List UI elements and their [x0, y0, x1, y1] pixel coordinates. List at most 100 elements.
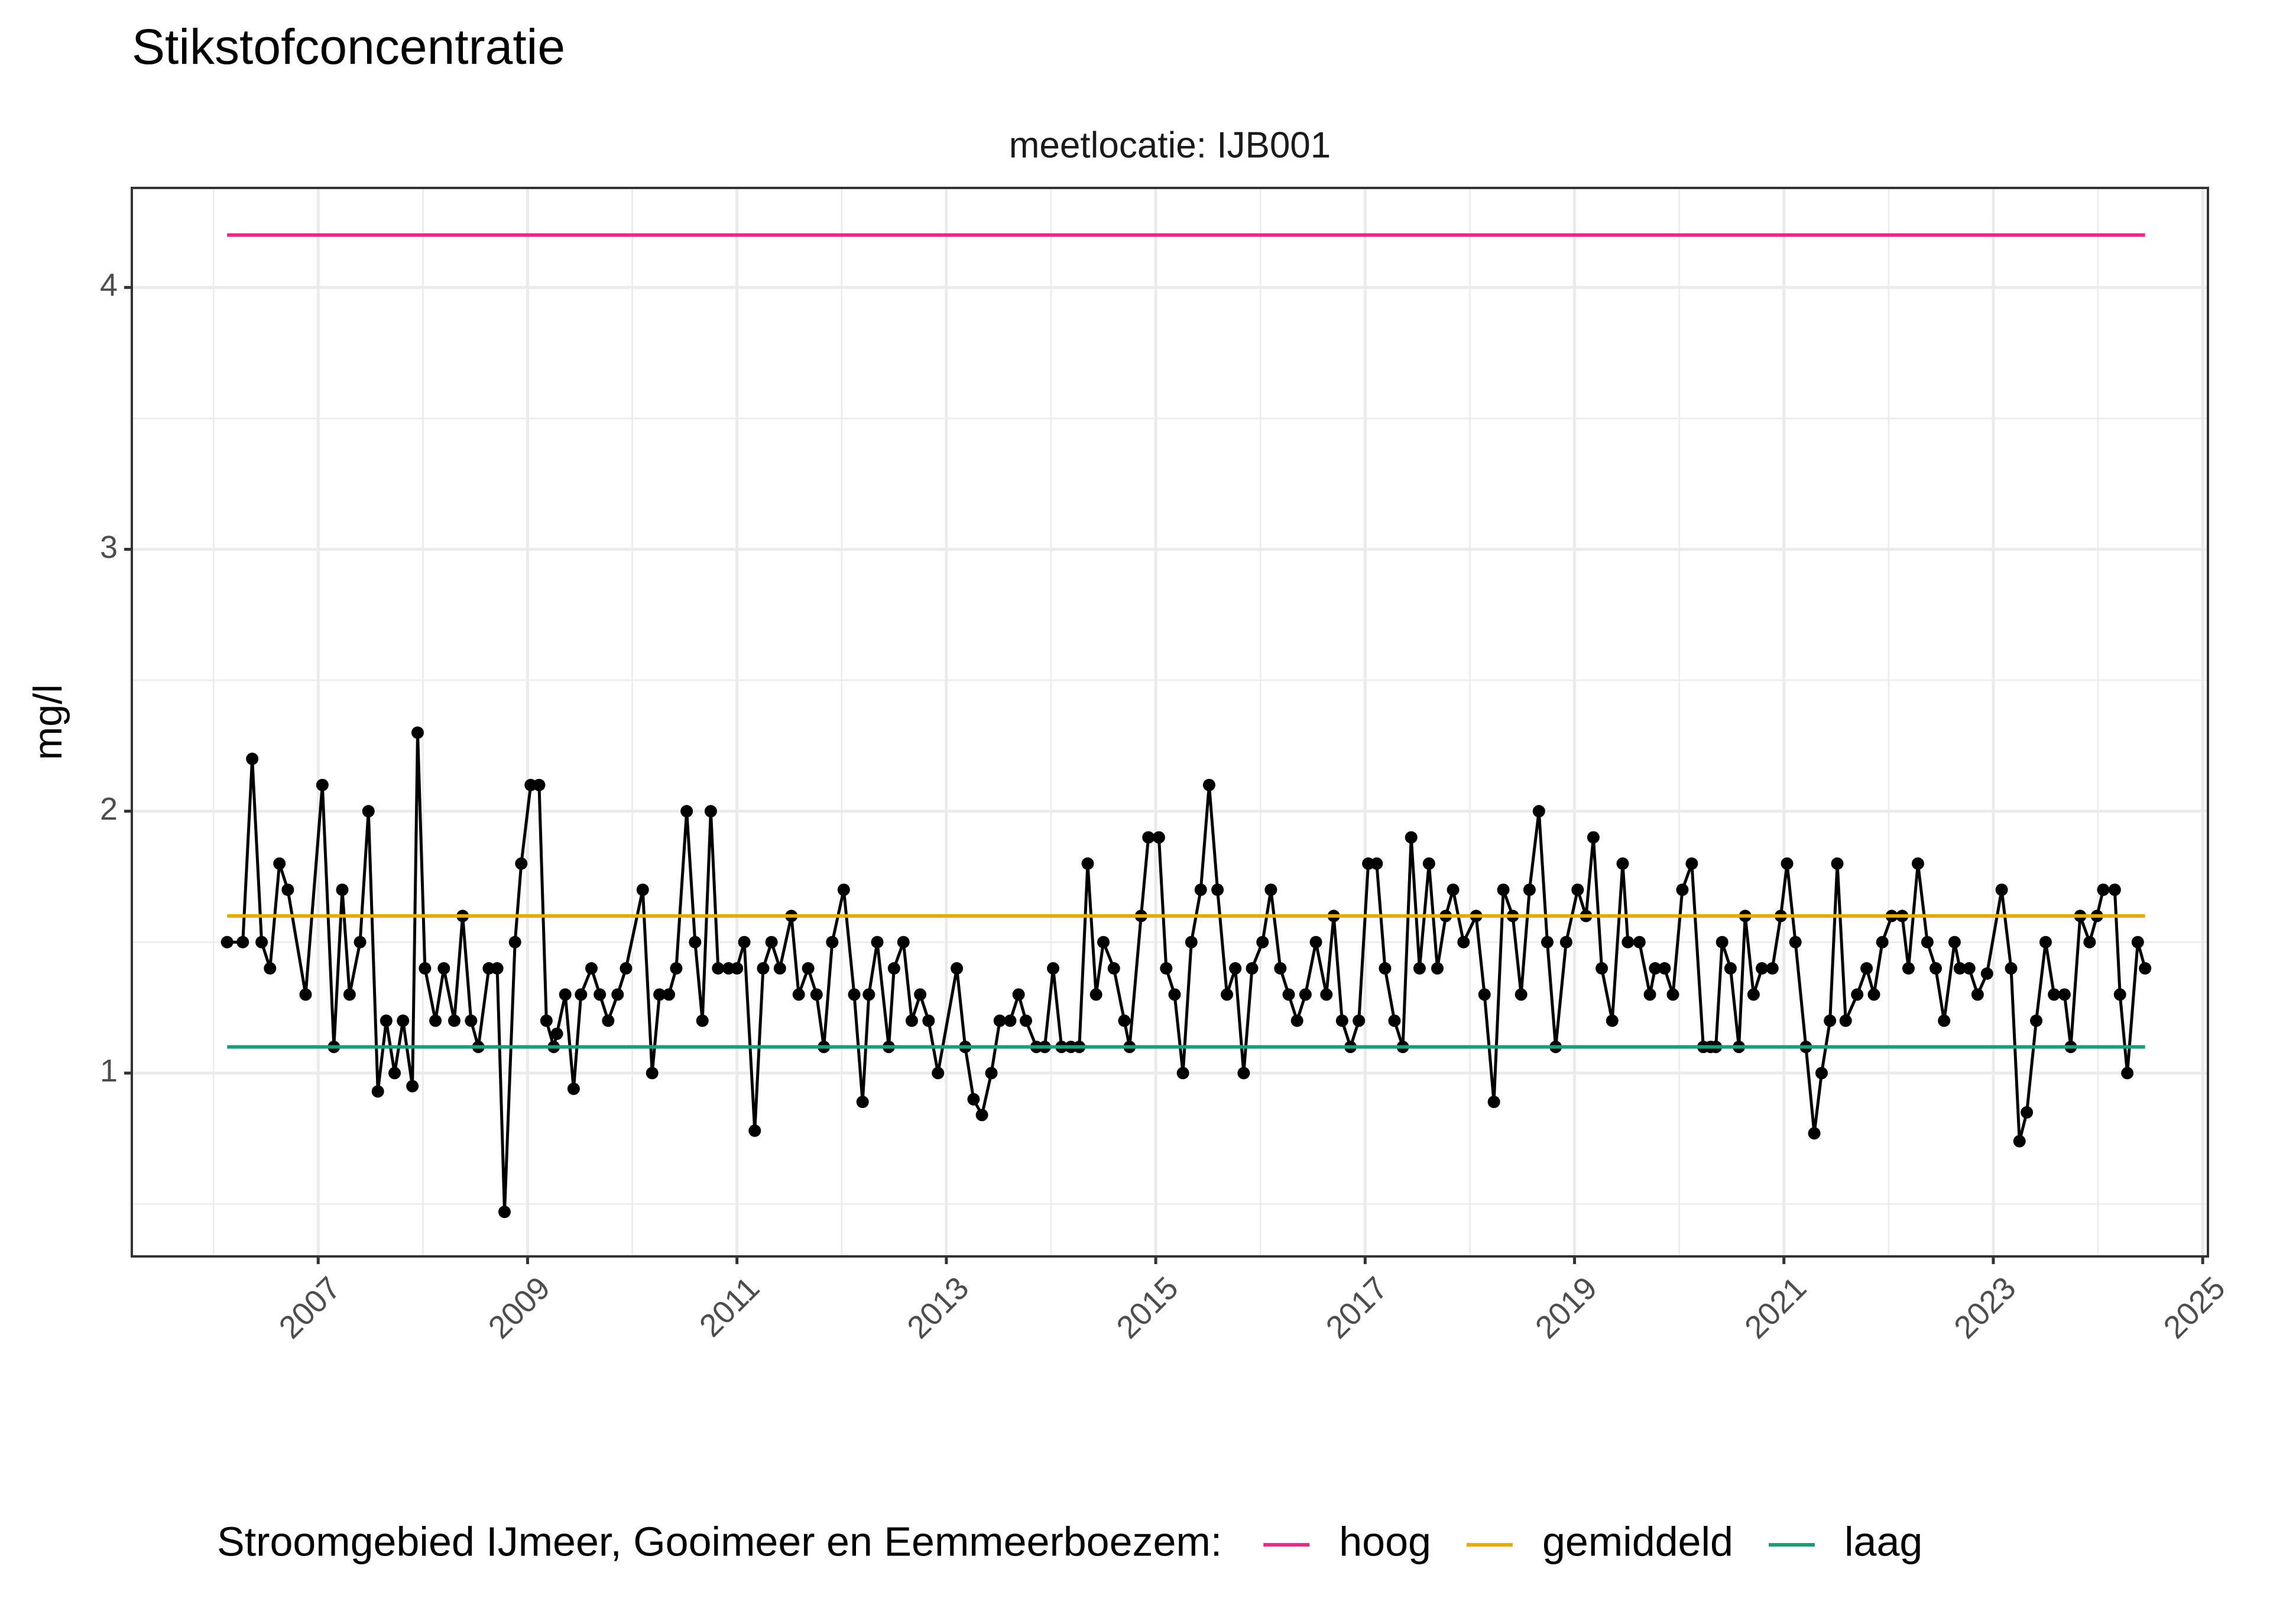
data-point	[2058, 988, 2071, 1001]
data-point	[1633, 936, 1646, 949]
data-point	[862, 988, 875, 1001]
data-point	[1666, 988, 1679, 1001]
data-point	[236, 936, 249, 949]
data-point	[1478, 988, 1491, 1001]
data-point	[491, 962, 504, 975]
data-point	[2083, 936, 2096, 949]
data-point	[1766, 962, 1779, 975]
data-point	[646, 1067, 659, 1080]
data-point	[905, 1014, 918, 1027]
data-point	[1930, 962, 1943, 975]
data-point	[1229, 962, 1242, 975]
data-point	[1194, 884, 1207, 897]
data-point	[1413, 962, 1426, 975]
data-point	[1142, 831, 1155, 844]
data-point	[429, 1014, 442, 1027]
data-point	[246, 752, 259, 765]
data-point	[1012, 988, 1025, 1001]
data-point	[871, 936, 884, 949]
data-point	[1202, 778, 1215, 791]
data-point	[437, 962, 450, 975]
y-tick-label: 3	[100, 530, 118, 565]
y-tick-label: 1	[100, 1053, 118, 1089]
data-point	[757, 962, 770, 975]
data-point	[465, 1014, 478, 1027]
data-point	[411, 726, 424, 739]
data-point	[2131, 936, 2144, 949]
data-point	[1118, 1014, 1131, 1027]
data-point	[585, 962, 598, 975]
data-point	[1756, 962, 1769, 975]
data-point	[316, 778, 329, 791]
data-point	[1747, 988, 1760, 1001]
grid	[132, 188, 2208, 1256]
data-point	[653, 988, 666, 1001]
data-point	[1860, 962, 1873, 975]
data-point	[2108, 884, 2121, 897]
data-point	[1948, 936, 1961, 949]
data-point	[1457, 936, 1470, 949]
data-point	[1808, 1127, 1821, 1140]
legend-title: Stroomgebied IJmeer, Gooimeer en Eemmeer…	[217, 1518, 1222, 1564]
data-point	[1256, 936, 1269, 949]
data-point	[1523, 884, 1536, 897]
data-point	[731, 962, 744, 975]
legend-label: hoog	[1339, 1518, 1431, 1564]
data-point	[680, 805, 693, 818]
data-point	[826, 936, 839, 949]
data-point	[602, 1014, 615, 1027]
y-tick-label: 2	[100, 791, 118, 827]
data-point	[636, 884, 649, 897]
data-point	[281, 884, 294, 897]
data-point	[1282, 988, 1295, 1001]
data-point	[1921, 936, 1934, 949]
data-point	[2013, 1135, 2026, 1148]
data-point	[1447, 884, 1460, 897]
data-point	[914, 988, 927, 1001]
data-point	[1089, 988, 1102, 1001]
data-point	[508, 936, 521, 949]
data-point	[975, 1109, 988, 1122]
data-point	[594, 988, 607, 1001]
data-point	[1264, 884, 1277, 897]
data-point	[1789, 936, 1802, 949]
data-point	[1290, 1014, 1303, 1027]
data-point	[1176, 1067, 1189, 1080]
data-point	[1643, 988, 1656, 1001]
data-point	[922, 1014, 935, 1027]
data-point	[362, 805, 375, 818]
chart-title: Stikstofconcentratie	[132, 19, 565, 74]
data-point	[1160, 962, 1173, 975]
panel-border	[131, 187, 2209, 1258]
data-point	[1911, 857, 1924, 870]
data-point	[343, 988, 356, 1001]
data-point	[1559, 936, 1572, 949]
data-point	[299, 988, 312, 1001]
data-point	[2121, 1067, 2134, 1080]
data-point	[1938, 1014, 1951, 1027]
data-point	[419, 962, 432, 975]
data-point	[1237, 1067, 1250, 1080]
plot-marks	[220, 233, 2152, 1219]
legend: Stroomgebied IJmeer, Gooimeer en Eemmeer…	[217, 1518, 1922, 1564]
data-point	[1487, 1096, 1500, 1109]
data-point	[620, 962, 633, 975]
data-point	[2097, 884, 2110, 897]
data-point	[498, 1206, 511, 1219]
data-point	[1953, 962, 1966, 975]
data-point	[2139, 962, 2152, 975]
data-point	[1616, 857, 1629, 870]
data-point	[837, 884, 850, 897]
data-point	[1081, 857, 1094, 870]
data-point	[993, 1014, 1006, 1027]
data-point	[897, 936, 910, 949]
data-point	[1246, 962, 1259, 975]
data-point	[2021, 1106, 2034, 1119]
data-point	[1902, 962, 1915, 975]
panel-background	[132, 188, 2208, 1256]
data-point	[1185, 936, 1198, 949]
data-point	[1971, 988, 1984, 1001]
data-point	[1649, 962, 1662, 975]
data-point	[1097, 936, 1110, 949]
data-point	[1839, 1014, 1852, 1027]
